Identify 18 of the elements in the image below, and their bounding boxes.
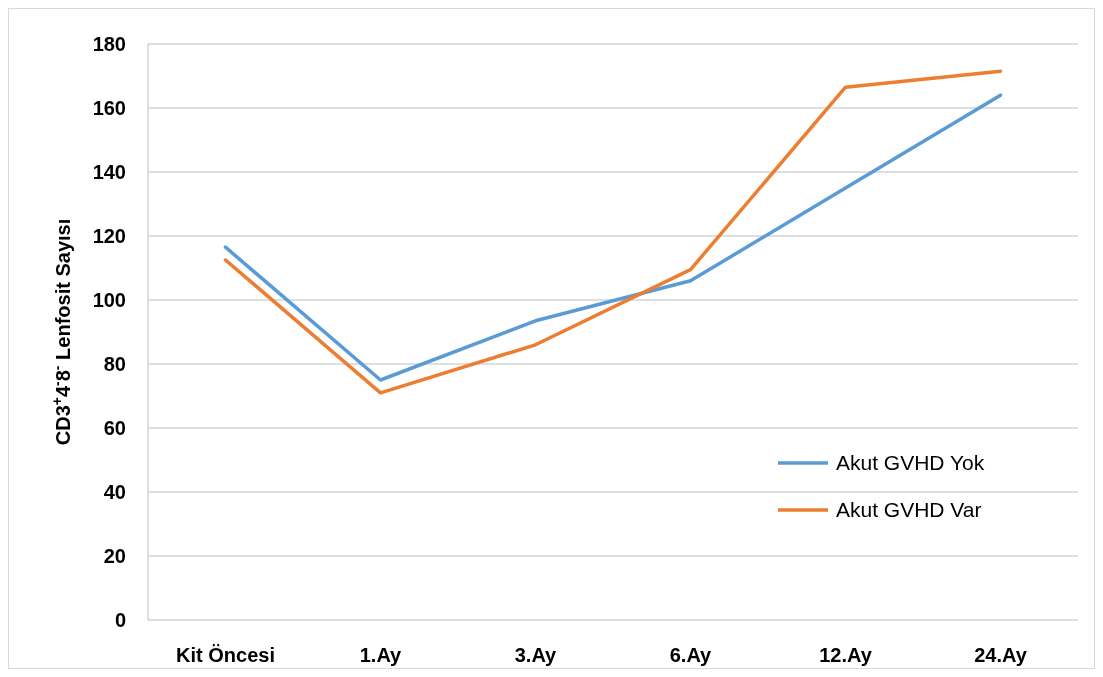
y-tick-label: 100 [92,289,126,311]
x-tick-label: 24.Ay [974,644,1028,666]
y-tick-label: 80 [103,353,126,375]
x-tick-label: 6.Ay [669,644,713,666]
x-tick-label: 3.Ay [514,644,558,666]
y-tick-label: 120 [92,225,126,247]
legend-label: Akut GVHD Var [836,498,982,522]
y-tick-label: 180 [92,33,126,55]
y-tick-label: 140 [92,161,126,183]
y-tick-label: 20 [103,545,126,567]
y-tick-label: 0 [114,609,126,631]
x-tick-label: 1.Ay [359,644,403,666]
legend-label: Akut GVHD Yok [836,451,985,475]
y-tick-label: 160 [92,97,126,119]
x-tick-label: 12.Ay [819,644,873,666]
y-tick-label: 60 [103,417,126,439]
x-tick-label: Kit Öncesi [176,644,275,666]
y-tick-label: 40 [103,481,126,503]
